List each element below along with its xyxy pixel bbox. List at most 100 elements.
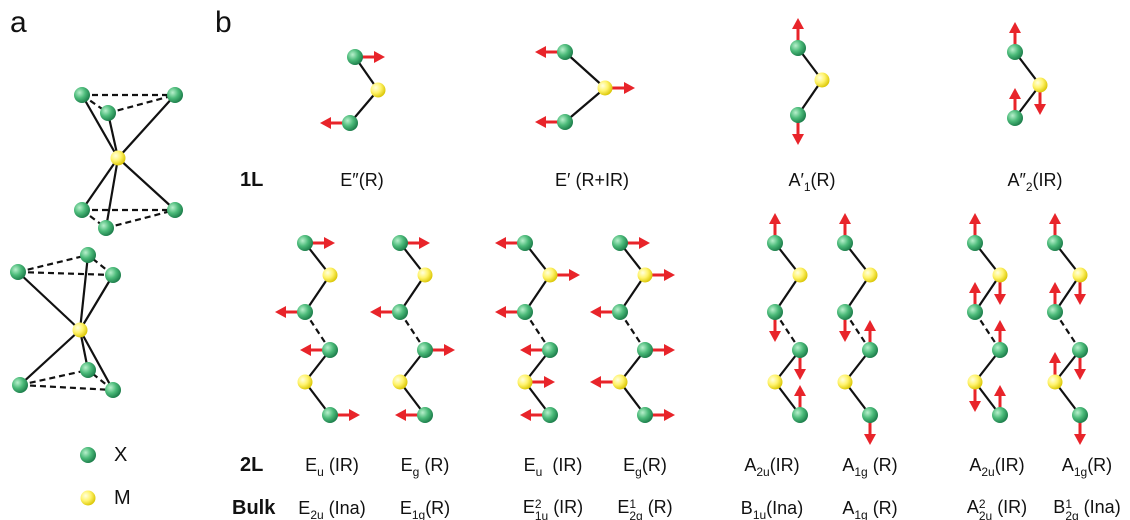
arrow-head (994, 294, 1006, 305)
chalcogen-atom (767, 304, 783, 320)
chalcogen-atom (767, 235, 783, 251)
chalcogen-atom (417, 407, 433, 423)
chalcogen-atom (322, 407, 338, 423)
chalcogen-atom (1072, 407, 1088, 423)
label-sub: u (317, 465, 324, 479)
dashed-bond (20, 385, 113, 390)
dashed-bond (18, 272, 113, 275)
arrow-head (520, 344, 531, 356)
dashed-bond (106, 210, 175, 228)
chalcogen-atom (100, 105, 116, 121)
index-stack: 22u (979, 498, 992, 520)
label-base: E″ (340, 170, 358, 190)
arrow-head (1009, 22, 1021, 33)
chalcogen-atom (74, 202, 90, 218)
bond (82, 95, 118, 158)
label-sub: 1g (1074, 465, 1087, 479)
arrow-head (769, 331, 781, 342)
arrow-head (969, 282, 981, 293)
mode-label: B12g (Ina) (1053, 496, 1120, 520)
arrow-head (569, 269, 580, 281)
chalcogen-atom (837, 304, 853, 320)
label-suffix: (IR) (992, 497, 1027, 517)
chalcogen-atom (1007, 110, 1023, 126)
label-base: A′ (788, 170, 803, 190)
metal-atom (111, 151, 126, 166)
mode-label: E′ (R+IR) (555, 171, 629, 189)
arrow-head (535, 46, 546, 58)
arrow-head (792, 18, 804, 29)
metal-atom (543, 268, 558, 283)
arrow-head (370, 306, 381, 318)
label-base: A″ (1007, 170, 1025, 190)
mode-label: Eu (IR) (305, 456, 359, 474)
panel-label: b (215, 8, 232, 38)
label-suffix: (R) (643, 497, 673, 517)
chalcogen-atom (517, 304, 533, 320)
arrow-head (349, 409, 360, 421)
label-base: A (969, 455, 981, 475)
label-sub: 2u (979, 510, 992, 520)
metal-atom (968, 375, 983, 390)
label-sub: 2 (1026, 180, 1033, 194)
label-base: A (744, 455, 756, 475)
arrow-head (864, 320, 876, 331)
label-sub: 2u (310, 508, 323, 520)
label-base: E (305, 455, 317, 475)
label-base: E (401, 455, 413, 475)
mode-label: E21u (IR) (523, 496, 583, 520)
bond (118, 95, 175, 158)
chalcogen-atom (612, 304, 628, 320)
dashed-bond (18, 255, 88, 272)
metal-atom (613, 375, 628, 390)
metal-atom (298, 375, 313, 390)
mode-label: A″2(IR) (1007, 171, 1062, 189)
arrow-head (419, 237, 430, 249)
row-label: 2L (240, 455, 263, 475)
chalcogen-atom (105, 267, 121, 283)
arrow-head (794, 385, 806, 396)
chalcogen-atom (297, 235, 313, 251)
legend-label: M (114, 488, 131, 508)
chalcogen-atom (167, 202, 183, 218)
dashed-bond (20, 370, 88, 385)
metal-atom (815, 73, 830, 88)
chalcogen-atom (792, 342, 808, 358)
chalcogen-atom (612, 235, 628, 251)
label-base: A (967, 497, 979, 517)
arrow-head (395, 409, 406, 421)
label-suffix: (R) (811, 170, 836, 190)
metal-atom (838, 375, 853, 390)
arrow-head (590, 376, 601, 388)
chalcogen-atom (542, 342, 558, 358)
arrow-head (794, 369, 806, 380)
arrow-head (444, 344, 455, 356)
arrow-head (792, 134, 804, 145)
arrow-head (1049, 352, 1061, 363)
label-suffix: (R) (642, 455, 667, 475)
drawing (0, 0, 1130, 520)
mode-label: A1g(R) (1062, 456, 1112, 474)
chalcogen-atom (637, 407, 653, 423)
label-sub: 2u (981, 465, 994, 479)
label-suffix: (IR) (548, 497, 583, 517)
arrow-head (769, 213, 781, 224)
arrow-head (275, 306, 286, 318)
arrow-head (1074, 369, 1086, 380)
arrow-head (639, 237, 650, 249)
chalcogen-atom (80, 447, 96, 463)
chalcogen-atom (1047, 235, 1063, 251)
label-suffix: (IR) (324, 455, 359, 475)
metal-atom (81, 491, 96, 506)
metal-atom (418, 268, 433, 283)
arrow-head (320, 117, 331, 129)
label-suffix: (R+IR) (570, 170, 629, 190)
label-base: E (298, 498, 310, 518)
chalcogen-atom (1007, 44, 1023, 60)
metal-atom (993, 268, 1008, 283)
chalcogen-atom (417, 342, 433, 358)
metal-atom (638, 268, 653, 283)
metal-atom (371, 83, 386, 98)
label-base: E (400, 498, 412, 518)
